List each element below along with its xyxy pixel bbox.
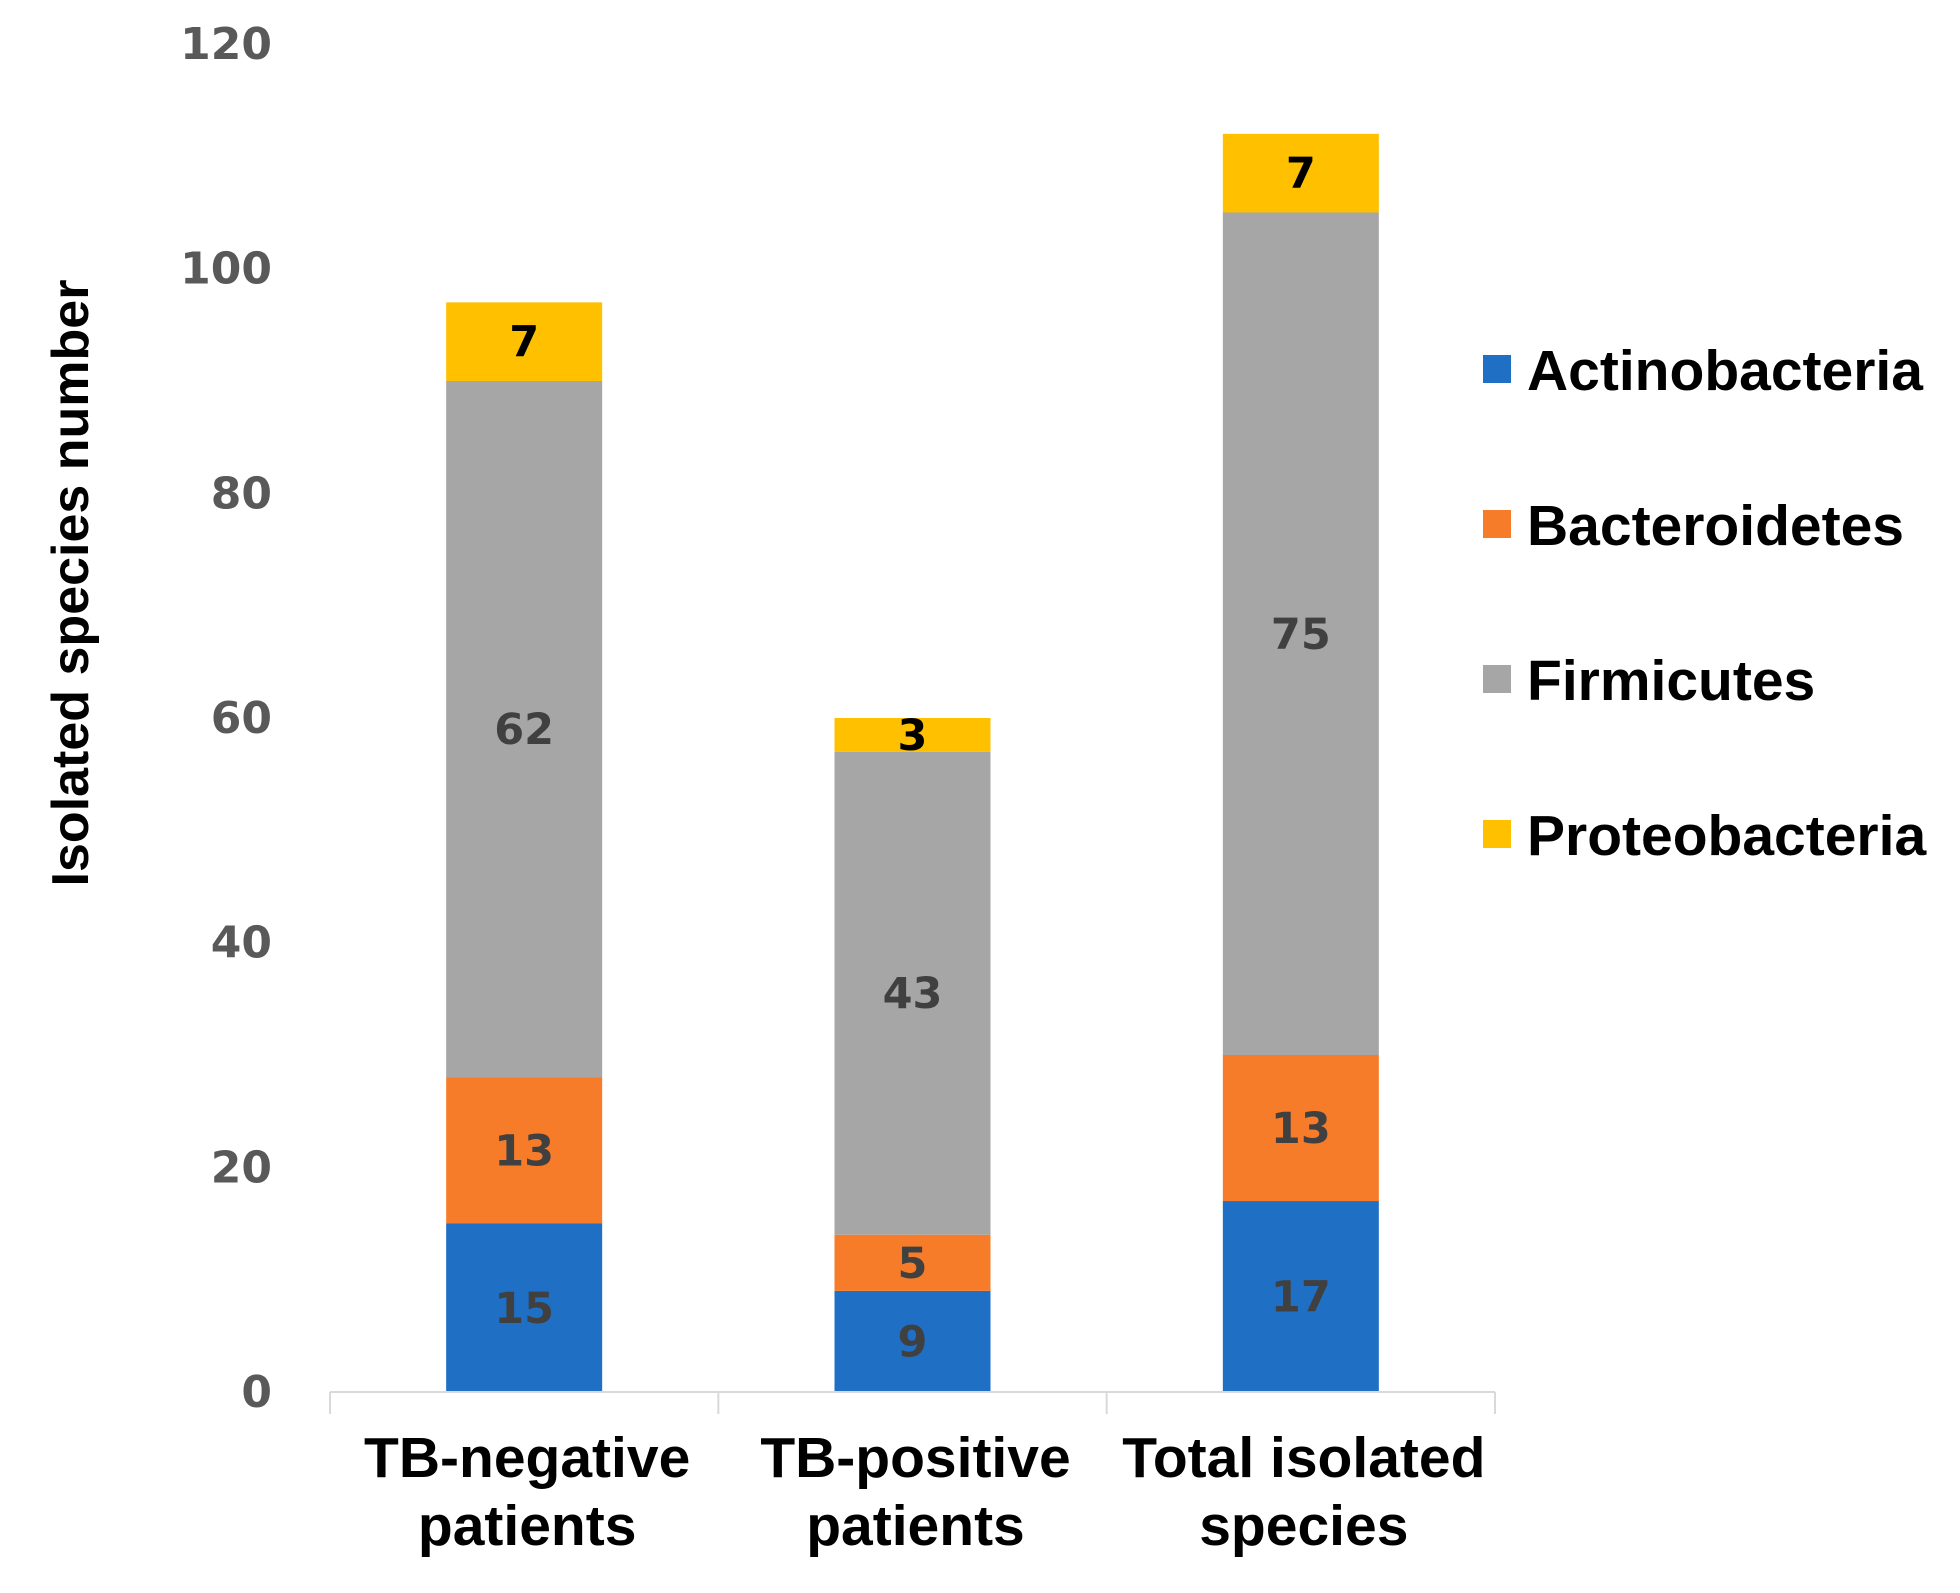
y-tick-label-80: 80: [211, 468, 272, 519]
data-label-firmicutes-3: 75: [1271, 610, 1331, 660]
legend-swatch-proteobacteria: [1483, 820, 1511, 848]
y-tick-label-120: 120: [180, 19, 272, 70]
bar-segment-firmicutes-1: [446, 381, 603, 1078]
bar-segment-proteobacteria-2: [834, 718, 991, 752]
bar-segment-actinobacteria-1: [446, 1223, 603, 1392]
legend-label-proteobacteria: Proteobacteria: [1527, 804, 1927, 868]
bar-segment-bacteroidetes-3: [1222, 1055, 1379, 1202]
data-label-bacteroidetes-3: 13: [1271, 1104, 1331, 1154]
legend: Actinobacteria Bacteroidetes Firmicutes Pro…: [1483, 339, 1927, 868]
data-label-firmicutes-2: 43: [883, 969, 943, 1019]
x-category-label-3-line-2: species: [1199, 1494, 1408, 1558]
bars: 15 13 62 7 9 5 43 3 17 13 75 7: [446, 133, 1379, 1392]
y-tick-label-40: 40: [211, 918, 272, 969]
bar-segment-bacteroidetes-1: [446, 1077, 603, 1224]
y-tick-label-20: 20: [211, 1142, 272, 1193]
data-label-bacteroidetes-1: 13: [494, 1126, 554, 1176]
legend-label-firmicutes: Firmicutes: [1527, 649, 1815, 713]
data-label-proteobacteria-2: 3: [898, 711, 928, 761]
y-axis-ticks: 0 20 40 60 80 100 120: [180, 19, 272, 1418]
x-axis-category-labels: TB-negativepatientsTB-positivepatientsTo…: [364, 1426, 1485, 1558]
data-label-proteobacteria-1: 7: [509, 318, 539, 368]
y-axis-title: Isolated species number: [42, 280, 100, 887]
x-axis: [329, 1391, 1496, 1414]
legend-swatch-bacteroidetes: [1483, 510, 1511, 538]
y-tick-label-100: 100: [180, 244, 272, 295]
legend-label-bacteroidetes: Bacteroidetes: [1527, 494, 1904, 558]
x-category-label-1-line-1: TB-negative: [364, 1426, 690, 1490]
data-label-bacteroidetes-2: 5: [898, 1239, 928, 1289]
x-category-label-2-line-1: TB-positive: [760, 1426, 1070, 1490]
y-tick-label-0: 0: [241, 1367, 272, 1418]
data-label-actinobacteria-2: 9: [898, 1317, 928, 1367]
legend-label-actinobacteria: Actinobacteria: [1527, 339, 1924, 403]
x-category-label-2-line-2: patients: [806, 1494, 1025, 1558]
legend-swatch-actinobacteria: [1483, 355, 1511, 383]
data-label-firmicutes-1: 62: [494, 705, 554, 755]
data-label-actinobacteria-3: 17: [1271, 1273, 1331, 1323]
x-category-label-3-line-1: Total isolated: [1122, 1426, 1485, 1490]
y-tick-label-60: 60: [211, 693, 272, 744]
bar-segment-bacteroidetes-2: [834, 1234, 991, 1291]
data-label-actinobacteria-1: 15: [494, 1284, 554, 1334]
legend-swatch-firmicutes: [1483, 665, 1511, 693]
bar-segment-actinobacteria-2: [834, 1290, 991, 1392]
bar-segment-firmicutes-3: [1222, 212, 1379, 1055]
bar-segment-proteobacteria-1: [446, 302, 603, 381]
bar-segment-firmicutes-2: [834, 751, 991, 1235]
data-label-proteobacteria-3: 7: [1286, 149, 1316, 199]
bar-segment-proteobacteria-3: [1222, 133, 1379, 213]
x-category-label-1-line-2: patients: [418, 1494, 637, 1558]
bar-segment-actinobacteria-3: [1222, 1201, 1379, 1392]
